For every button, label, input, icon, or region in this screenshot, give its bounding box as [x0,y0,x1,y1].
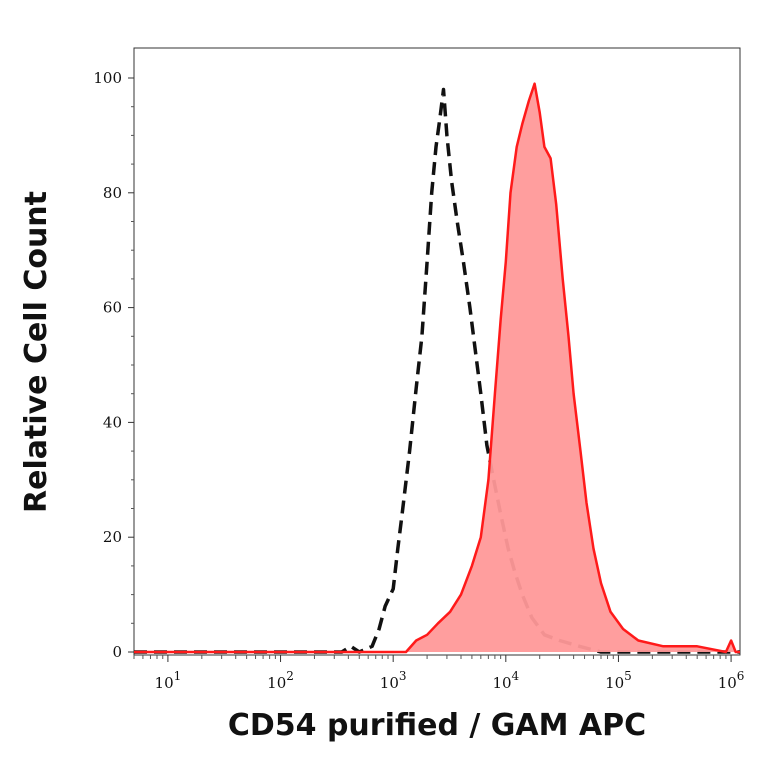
x-tick-label: 101 [155,669,182,692]
x-tick-label: 106 [718,669,745,692]
y-tick-label: 20 [103,528,122,546]
x-tick-label: 102 [267,669,294,692]
x-axis-title: CD54 purified / GAM APC [228,708,646,743]
y-axis-title: Relative Cell Count [19,191,54,513]
series-layer [134,82,740,654]
x-tick-label: 105 [605,669,632,692]
series-1-fill [134,83,740,652]
series-1-line [134,82,740,654]
x-tick-label: 104 [492,669,519,692]
plot-frame [133,47,741,656]
series-0-line [134,87,740,654]
x-tick-label: 103 [380,669,407,692]
y-tick-label: 100 [93,69,122,87]
y-tick-label: 80 [103,184,122,202]
y-tick-label: 40 [103,413,122,431]
axis-layer: 0 20 40 60 80 100 101 102 103 104 105 106 [93,69,744,692]
y-tick-label: 60 [103,299,122,317]
y-tick-label: 0 [112,643,122,661]
